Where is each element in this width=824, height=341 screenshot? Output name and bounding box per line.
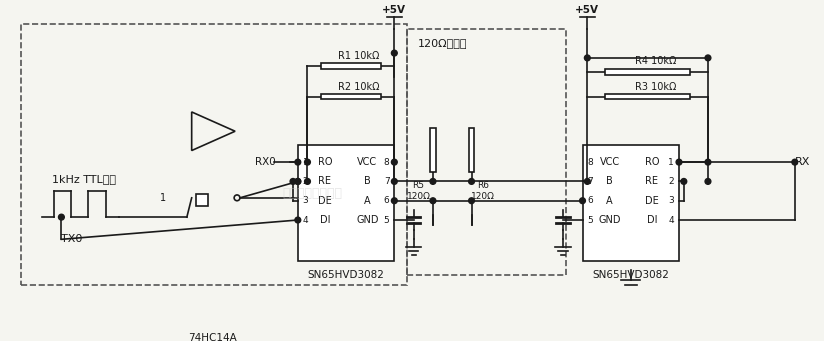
Text: VCC: VCC [358, 157, 377, 167]
Text: 2: 2 [302, 177, 308, 186]
Circle shape [305, 159, 311, 165]
Text: 3: 3 [668, 196, 674, 205]
Bar [469, 128, 475, 172]
Text: GND: GND [598, 215, 620, 225]
Circle shape [295, 217, 301, 223]
Text: +5V: +5V [575, 5, 599, 15]
Circle shape [305, 179, 311, 184]
Text: R6
120Ω: R6 120Ω [471, 181, 495, 201]
Text: 8: 8 [588, 158, 593, 167]
Circle shape [295, 159, 301, 165]
Circle shape [391, 179, 397, 184]
Bar [407, 29, 566, 275]
Circle shape [295, 179, 301, 184]
Circle shape [295, 179, 301, 184]
Text: 6: 6 [384, 196, 390, 205]
Circle shape [792, 159, 798, 165]
Text: 4: 4 [668, 216, 674, 224]
Circle shape [705, 179, 711, 184]
Text: R3 10kΩ: R3 10kΩ [634, 82, 676, 92]
Text: 7: 7 [384, 177, 390, 186]
Text: RE: RE [318, 176, 331, 187]
Text: 5: 5 [384, 216, 390, 224]
Text: DI: DI [320, 215, 330, 225]
Text: GND: GND [356, 215, 378, 225]
Circle shape [681, 179, 686, 184]
Circle shape [430, 179, 436, 184]
Circle shape [59, 214, 64, 220]
Text: DI: DI [647, 215, 658, 225]
Text: +5V: +5V [382, 5, 406, 15]
Text: 特将科技有限公司: 特将科技有限公司 [283, 187, 342, 199]
Text: R1 10kΩ: R1 10kΩ [338, 51, 379, 61]
Circle shape [391, 198, 397, 204]
Text: SN65HVD3082: SN65HVD3082 [592, 270, 669, 280]
Bar [21, 24, 407, 285]
Text: 1: 1 [160, 193, 166, 203]
Circle shape [579, 198, 585, 204]
Text: RX: RX [795, 157, 810, 167]
Text: RX0: RX0 [255, 157, 276, 167]
Text: R2 10kΩ: R2 10kΩ [338, 82, 379, 92]
Bar [321, 63, 382, 69]
Bar [196, 194, 208, 206]
Text: B: B [364, 176, 371, 187]
Bar [606, 70, 690, 75]
Circle shape [705, 55, 711, 61]
Text: 5: 5 [588, 216, 593, 224]
Bar [430, 128, 436, 172]
Text: 6: 6 [588, 196, 593, 205]
Text: A: A [606, 196, 613, 206]
Bar [583, 145, 679, 261]
Circle shape [290, 179, 296, 184]
Text: TX0: TX0 [62, 234, 82, 244]
Text: 1: 1 [302, 158, 308, 167]
Bar [297, 145, 395, 261]
Text: 3: 3 [302, 196, 308, 205]
Circle shape [705, 159, 711, 165]
Text: A: A [364, 196, 371, 206]
Text: 1kHz TTL方波: 1kHz TTL方波 [52, 175, 115, 184]
Text: 120Ω端电阻: 120Ω端电阻 [418, 39, 467, 48]
Text: RE: RE [645, 176, 658, 187]
Bar [606, 94, 690, 99]
Circle shape [584, 179, 590, 184]
Circle shape [469, 198, 475, 204]
Text: 2: 2 [668, 177, 674, 186]
Circle shape [677, 159, 682, 165]
Circle shape [469, 179, 475, 184]
Text: R5
120Ω: R5 120Ω [406, 181, 430, 201]
Text: R4 10kΩ: R4 10kΩ [634, 56, 676, 66]
Circle shape [391, 50, 397, 56]
Text: RO: RO [317, 157, 332, 167]
Text: DE: DE [318, 196, 332, 206]
Text: SN65HVD3082: SN65HVD3082 [307, 270, 385, 280]
Text: DE: DE [645, 196, 659, 206]
Text: RO: RO [644, 157, 659, 167]
Text: 1: 1 [668, 158, 674, 167]
Text: 8: 8 [384, 158, 390, 167]
Text: 4: 4 [302, 216, 308, 224]
Circle shape [584, 55, 590, 61]
Text: VCC: VCC [600, 157, 620, 167]
Text: B: B [606, 176, 613, 187]
Circle shape [430, 198, 436, 204]
Circle shape [391, 159, 397, 165]
Text: 7: 7 [588, 177, 593, 186]
Text: 74HC14A: 74HC14A [189, 333, 237, 341]
Bar [321, 94, 382, 99]
